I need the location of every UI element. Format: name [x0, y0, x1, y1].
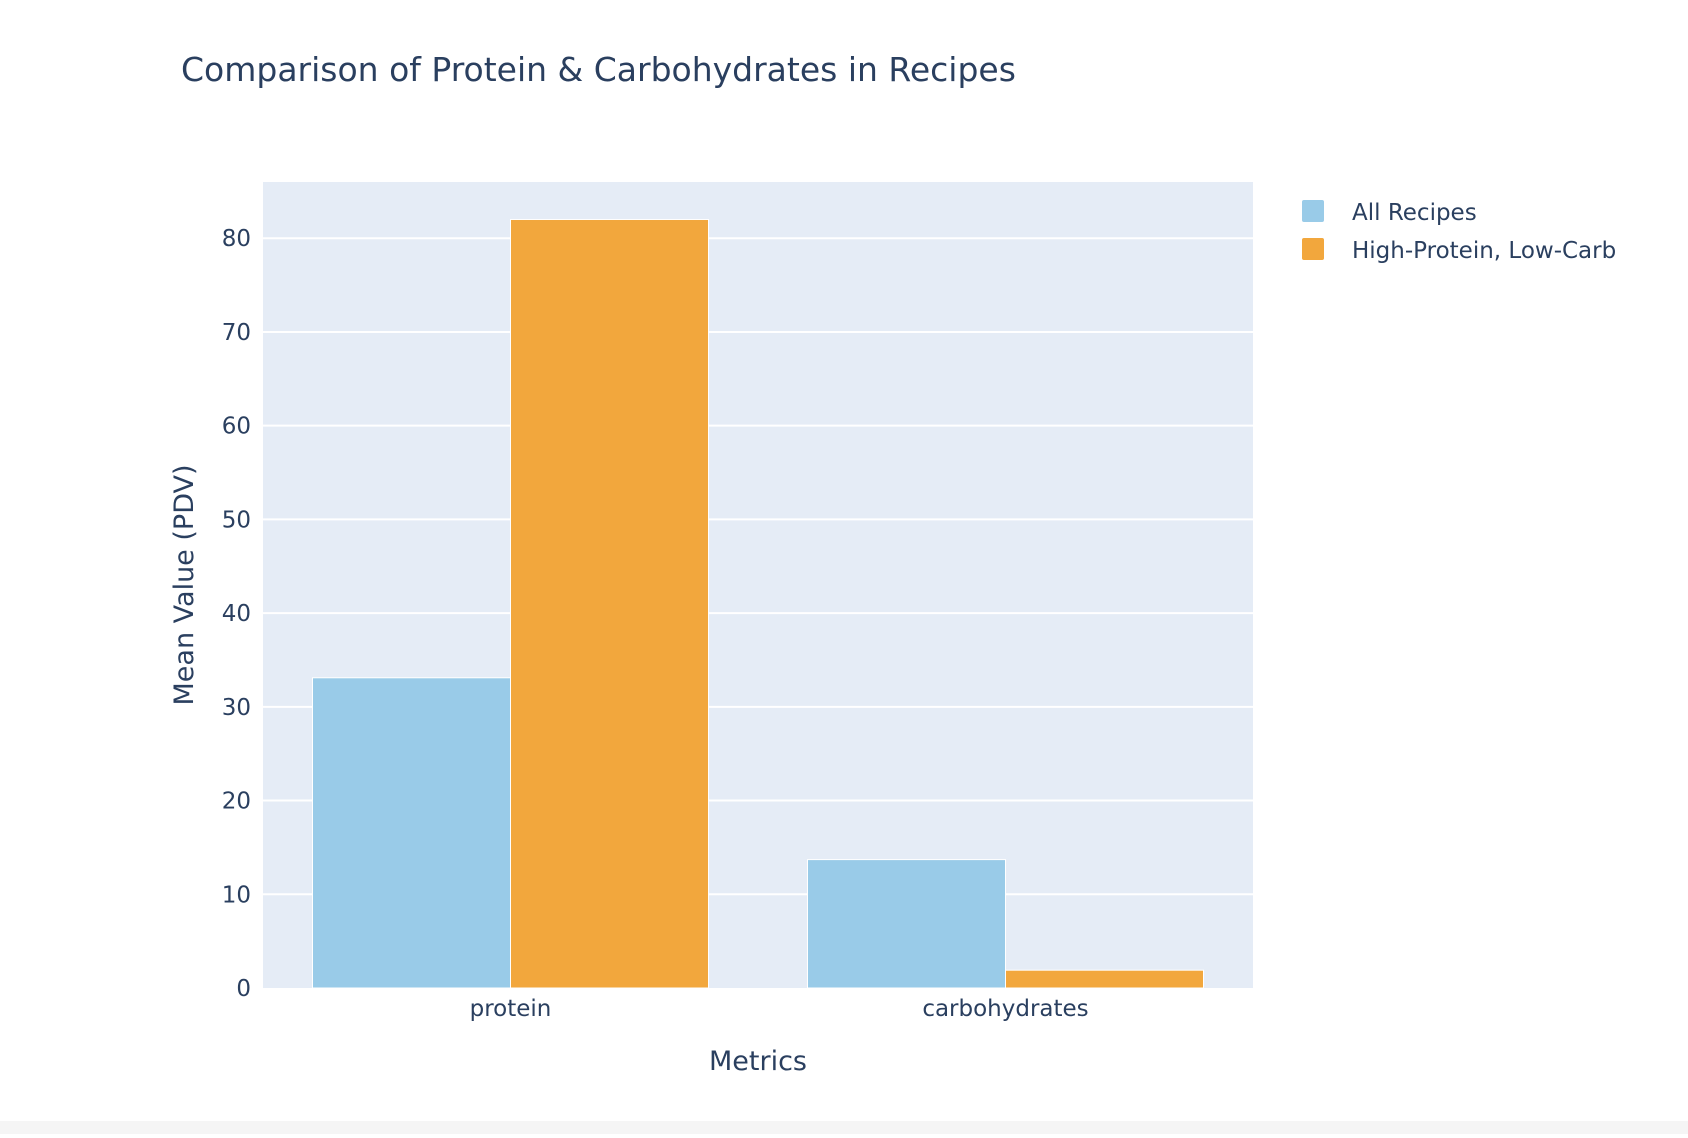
y-axis-title: Mean Value (PDV) [169, 464, 200, 705]
y-tick-label: 0 [236, 976, 251, 1002]
legend-swatch [1302, 238, 1324, 260]
legend-label: All Recipes [1352, 200, 1477, 226]
bar-carbohydrates-1[interactable] [1005, 969, 1204, 989]
y-tick-label: 20 [222, 789, 251, 815]
bars [312, 218, 1204, 989]
x-tick-label: carbohydrates [922, 996, 1088, 1022]
bar-carbohydrates-0[interactable] [807, 859, 1006, 989]
chart-title: Comparison of Protein & Carbohydrates in… [181, 50, 1016, 89]
y-tick-label: 30 [222, 695, 251, 721]
x-tick-label: protein [470, 996, 552, 1022]
y-tick-label: 70 [222, 320, 251, 346]
bar-protein-1[interactable] [510, 218, 709, 989]
legend-swatch [1302, 200, 1324, 222]
window-bottom-strip [0, 1121, 1688, 1134]
y-tick-label: 40 [222, 601, 251, 627]
legend-item-high-protein-low-carb[interactable]: High-Protein, Low-Carb [1302, 238, 1616, 264]
y-tick-labels: 0 10 20 30 40 50 60 70 80 [222, 226, 251, 1002]
x-axis-title: Metrics [709, 1046, 807, 1077]
legend[interactable]: All Recipes High-Protein, Low-Carb [1302, 200, 1616, 264]
y-tick-label: 50 [222, 507, 251, 533]
legend-label: High-Protein, Low-Carb [1352, 238, 1616, 264]
bar-protein-0[interactable] [312, 677, 511, 989]
y-tick-label: 80 [222, 226, 251, 252]
y-tick-label: 10 [222, 882, 251, 908]
x-tick-labels: protein carbohydrates [470, 996, 1089, 1022]
legend-item-all-recipes[interactable]: All Recipes [1302, 200, 1477, 226]
y-tick-label: 60 [222, 414, 251, 440]
